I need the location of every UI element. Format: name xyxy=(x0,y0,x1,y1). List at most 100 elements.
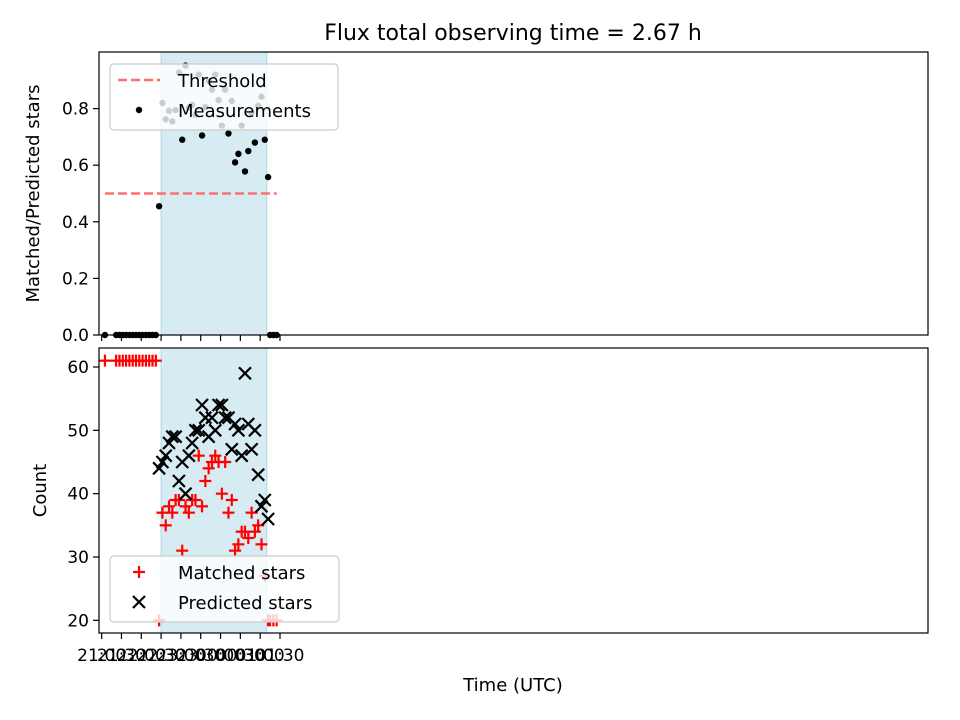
matched-star-point xyxy=(209,449,222,462)
legend-matched-label: Matched stars xyxy=(178,563,305,584)
marker-stroke xyxy=(254,499,269,514)
matched-star-point xyxy=(98,354,111,367)
top-axes-frame xyxy=(98,51,929,336)
top-legend[interactable]: Threshold Measurements xyxy=(109,63,339,131)
legend-predicted-swatch xyxy=(132,595,146,609)
marker-stroke xyxy=(224,442,239,457)
measurement-point xyxy=(225,130,232,137)
marker-stroke xyxy=(188,423,203,438)
predicted-star-point xyxy=(238,366,252,381)
marker-stroke xyxy=(231,423,246,438)
matched-star-point xyxy=(215,487,228,500)
top-x-ticks xyxy=(101,335,281,341)
predicted-star-point xyxy=(215,398,229,412)
predicted-star-point xyxy=(234,448,249,463)
marker-stroke xyxy=(158,448,173,463)
y-tick-label: 0.8 xyxy=(62,100,89,120)
matched-star-point xyxy=(229,544,242,557)
matched-star-point xyxy=(159,519,172,532)
top-panel: 0.00.20.40.60.8 Matched/Predicted stars … xyxy=(23,51,929,346)
matched-star-point xyxy=(242,532,255,544)
marker-stroke xyxy=(251,467,265,482)
matched-star-point xyxy=(163,500,176,513)
x-tick-label: 00:30 xyxy=(216,646,265,666)
predicted-star-point xyxy=(168,429,183,444)
matched-star-point xyxy=(222,506,235,519)
predicted-star-point xyxy=(211,398,226,412)
matched-star-point xyxy=(219,456,232,468)
marker-stroke xyxy=(258,493,272,507)
chart-title: Flux total observing time = 2.67 h xyxy=(324,21,702,46)
marker-stroke xyxy=(244,442,259,457)
bottom-y-axis-label: Count xyxy=(30,464,51,517)
bottom-legend[interactable]: Matched stars Predicted stars xyxy=(109,555,340,623)
predicted-star-point xyxy=(178,486,193,501)
predicted-star-point xyxy=(185,436,199,450)
marker-stroke xyxy=(152,461,166,476)
predicted-star-point xyxy=(208,423,223,438)
marker-stroke xyxy=(182,448,196,463)
x-tick-label: 22:00 xyxy=(117,646,166,666)
marker-stroke xyxy=(248,423,262,438)
matched-star-point xyxy=(199,475,212,487)
legend-threshold-label: Threshold xyxy=(177,71,267,92)
measurement-point xyxy=(241,168,249,175)
predicted-star-point xyxy=(251,467,265,482)
measurement-point xyxy=(155,203,163,210)
predicted-star-point xyxy=(231,423,246,438)
measurement-point xyxy=(251,139,259,146)
matched-star-point xyxy=(225,494,238,506)
marker-stroke xyxy=(221,410,236,425)
measurement-point xyxy=(231,159,239,166)
predicted-star-point xyxy=(218,410,232,425)
marker-stroke xyxy=(155,455,170,469)
marker-stroke xyxy=(165,429,180,444)
predicted-star-point xyxy=(191,423,206,438)
legend-plus-marker xyxy=(133,566,145,578)
y-tick-label: 0.6 xyxy=(62,156,89,176)
marker-stroke xyxy=(132,595,146,609)
legend-measurements-label: Measurements xyxy=(178,101,311,122)
x-tick-label: 23:30 xyxy=(176,646,225,666)
marker-stroke xyxy=(178,486,193,501)
y-tick-label: 50 xyxy=(67,421,89,441)
y-tick-label: 0.0 xyxy=(62,326,89,346)
legend-measurements-swatch xyxy=(135,106,143,114)
marker-stroke xyxy=(191,423,206,438)
marker-stroke xyxy=(234,448,249,463)
matched-star-point xyxy=(176,544,189,557)
matched-star-point xyxy=(189,494,202,506)
marker-stroke xyxy=(211,398,226,412)
matched-star-point xyxy=(172,494,185,506)
bottom-x-axis: 21:0021:3022:0022:3023:0023:3000:0000:30… xyxy=(77,633,304,666)
predicted-star-point xyxy=(165,429,180,444)
measurement-point xyxy=(245,147,252,155)
predicted-star-point xyxy=(254,499,269,514)
legend-predicted-label: Predicted stars xyxy=(178,593,312,614)
marker-stroke xyxy=(228,417,242,431)
predicted-star-point xyxy=(195,398,209,412)
matched-star-point xyxy=(179,500,192,513)
x-tick-label: 23:00 xyxy=(156,646,205,666)
x-tick-label: 01:30 xyxy=(255,646,304,666)
x-tick-label: 21:30 xyxy=(97,646,146,666)
top-y-axis-label: Matched/Predicted stars xyxy=(23,85,44,303)
predicted-star-point xyxy=(182,448,196,463)
bottom-panel: 20 30 40 50 60 21:0021:3022:0022:3023:0023:3… xyxy=(30,347,929,696)
predicted-star-point xyxy=(172,474,186,488)
y-tick-label: 30 xyxy=(67,548,89,568)
predicted-star-point xyxy=(261,512,275,526)
bottom-axes-frame xyxy=(98,347,929,634)
marker-stroke xyxy=(261,512,275,526)
predicted-star-point xyxy=(248,423,262,438)
predicted-star-point xyxy=(205,410,219,425)
matched-star-point xyxy=(255,538,268,551)
marker-stroke xyxy=(195,398,209,412)
marker-stroke xyxy=(208,423,223,438)
measurement-point xyxy=(179,136,186,143)
matched-star-point xyxy=(166,506,179,519)
legend-matched-swatch xyxy=(133,566,145,578)
marker-stroke xyxy=(238,366,252,381)
measurement-point xyxy=(235,150,242,158)
